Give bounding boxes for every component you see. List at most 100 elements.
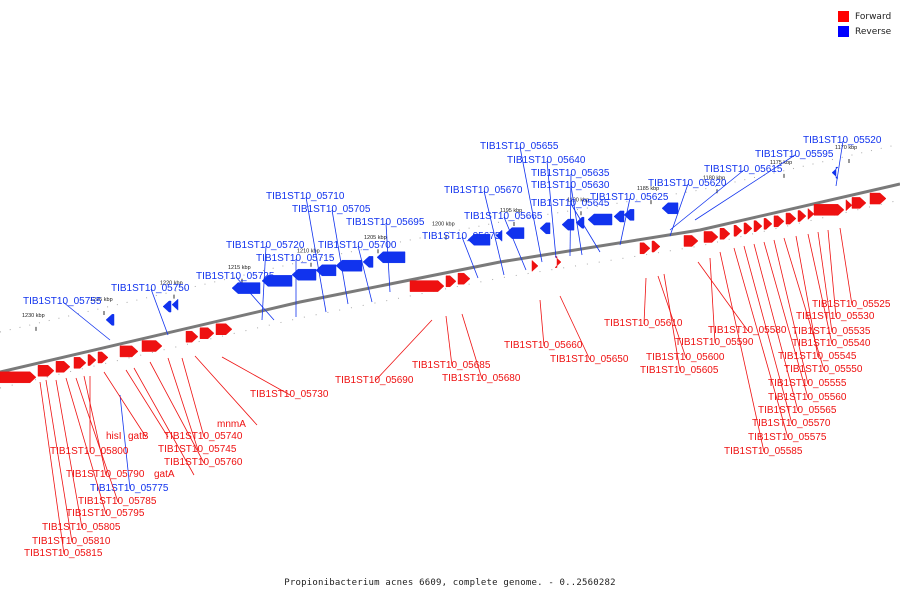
legend-forward-label: Forward (855, 11, 892, 22)
legend-reverse: Reverse (838, 24, 891, 39)
forward-gene-label-leader (807, 233, 833, 345)
forward-gene-arrow (683, 235, 699, 247)
reverse-gene-label: TIB1ST10_05615 (704, 164, 783, 175)
forward-gene-label-leader (839, 227, 853, 306)
forward-gene-label-leader (733, 247, 789, 439)
forward-gene-arrow (733, 225, 743, 237)
forward-gene-label: mnmA (217, 419, 246, 430)
reverse-gene-label: TIB1ST10_05665 (464, 211, 543, 222)
reverse-gene-label: TIB1ST10_05640 (507, 155, 586, 166)
reverse-gene-label: TIB1ST10_05625 (590, 192, 669, 203)
forward-gene-arrow (409, 280, 445, 292)
reverse-gene-label: TIB1ST10_05710 (266, 191, 345, 202)
forward-gene-label-leader (39, 381, 65, 555)
forward-gene-label-leader (559, 295, 591, 361)
forward-gene-label-leader (697, 261, 749, 332)
forward-gene-arrow (869, 192, 887, 205)
forward-gene-label-leader (65, 377, 107, 515)
genome-caption: Propionibacterium acnes 6609, complete g… (284, 578, 616, 588)
forward-gene-label: TIB1ST10_05815 (24, 548, 103, 559)
reverse-gene-label: TIB1ST10_05645 (531, 198, 610, 209)
forward-gene-arrow (753, 220, 763, 232)
forward-gene-label-leader (83, 375, 107, 476)
reverse-gene-label-leader (119, 394, 131, 490)
forward-gene-label-leader (709, 257, 716, 344)
forward-gene-label: TIB1ST10_05795 (66, 508, 145, 519)
scale-tick-label: 1205 kbp (364, 235, 387, 241)
forward-gene-arrow (215, 323, 233, 335)
reverse-gene-label: TIB1ST10_05675 (422, 231, 501, 242)
reverse-gene-arrow (505, 227, 525, 239)
reverse-gene-label-leader (835, 140, 844, 187)
forward-gene-label: TIB1ST10_05545 (778, 351, 857, 362)
forward-gene-arrow (797, 210, 807, 222)
forward-gene-arrow (37, 365, 55, 377)
forward-gene-arrow (97, 351, 109, 364)
reverse-gene-label-leader (461, 236, 479, 279)
forward-gene-label: TIB1ST10_05690 (335, 375, 414, 386)
reverse-gene-arrow (105, 314, 115, 326)
forward-gene-label: TIB1ST10_05800 (50, 446, 129, 457)
reverse-gene-label-leader (150, 288, 169, 336)
forward-gene-arrow (651, 240, 661, 253)
reverse-gene-arrow (171, 298, 179, 311)
reverse-gene-arrow (539, 222, 551, 235)
forward-gene-label: TIB1ST10_05540 (792, 338, 871, 349)
forward-gene-label: TIB1ST10_05790 (66, 469, 145, 480)
forward-gene-label-leader (75, 377, 119, 503)
reverse-gene-label-leader (570, 185, 583, 256)
reverse-gene-label: TIB1ST10_05520 (803, 135, 882, 146)
reverse-gene-arrow (561, 218, 575, 231)
forward-gene-arrow (87, 354, 97, 366)
reverse-gene-label-leader (305, 196, 327, 313)
forward-gene-label: TIB1ST10_05610 (604, 318, 683, 329)
reverse-gene-label: TIB1ST10_05755 (23, 296, 102, 307)
forward-gene-label-leader (181, 357, 205, 438)
reverse-gene-arrow (467, 233, 491, 246)
reverse-gene-label-leader (669, 169, 745, 231)
reverse-gene-label: TIB1ST10_05695 (346, 217, 425, 228)
reverse-gene-label-leader (357, 245, 373, 303)
forward-gene-label-leader (149, 361, 205, 464)
scale-tick-label: 1185 kbp (637, 186, 659, 192)
reverse-gene-label-leader (483, 190, 505, 276)
reverse-gene-arrow (162, 300, 172, 313)
forward-gene-label: TIB1ST10_05580 (708, 325, 787, 336)
reverse-gene-label: TIB1ST10_05700 (318, 240, 397, 251)
scale-tick-label: 1170 kbp (835, 145, 857, 151)
forward-gene-label: TIB1ST10_05785 (78, 496, 157, 507)
forward-gene-label-leader (103, 371, 147, 438)
reverse-gene-label: TIB1ST10_05620 (648, 178, 727, 189)
reverse-gene-arrow (623, 209, 635, 221)
forward-gene-label: TIB1ST10_05565 (758, 405, 837, 416)
forward-gene-arrow (185, 330, 199, 343)
forward-gene-label-leader (461, 313, 483, 380)
forward-gene-label-leader (773, 239, 809, 385)
forward-gene-label-leader (763, 241, 809, 399)
reverse-gene-label-leader (235, 276, 275, 321)
reverse-gene-arrow (261, 275, 293, 287)
forward-gene-label-leader (827, 229, 837, 318)
scale-tick-label: 1195 kbp (500, 208, 522, 214)
reverse-gene-arrow (575, 216, 585, 229)
forward-gene-label-leader (374, 319, 433, 382)
forward-gene-label-leader (657, 275, 687, 359)
forward-gene-label: TIB1ST10_05525 (812, 299, 891, 310)
reverse-swatch (838, 26, 849, 37)
forward-gene-label: TIB1ST10_05585 (724, 446, 803, 457)
forward-gene-arrow (763, 218, 773, 230)
forward-gene-label-leader (125, 369, 169, 438)
forward-gene-label-leader (643, 277, 647, 325)
reverse-gene-arrow (587, 213, 613, 226)
forward-gene-label-leader (783, 237, 825, 371)
forward-gene-label: TIB1ST10_05810 (32, 536, 111, 547)
forward-gene-arrow (743, 222, 753, 235)
reverse-gene-arrow (335, 259, 363, 272)
legend-forward: Forward (838, 9, 891, 24)
forward-gene-label: TIB1ST10_05555 (768, 378, 847, 389)
reverse-gene-label-leader (385, 222, 391, 293)
forward-gene-arrow (554, 256, 562, 268)
forward-gene-arrow (73, 357, 87, 369)
forward-gene-arrow (199, 327, 215, 339)
